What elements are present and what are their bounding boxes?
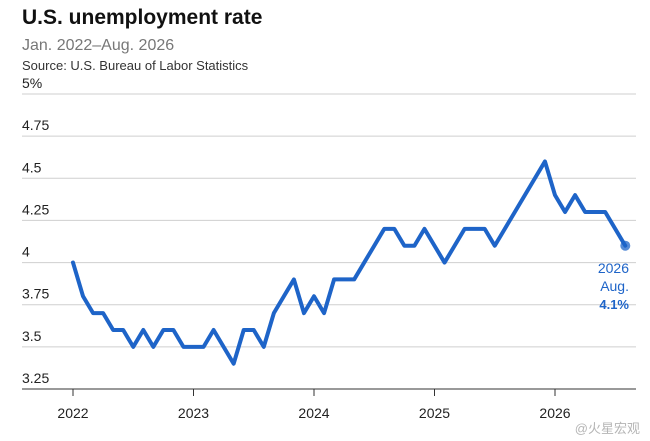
chart-title: U.S. unemployment rate — [22, 6, 263, 29]
chart-source: Source: U.S. Bureau of Labor Statistics — [22, 58, 249, 73]
x-tick-label: 2025 — [419, 405, 450, 421]
x-tick-label: 2022 — [57, 405, 88, 421]
y-tick-label: 4.75 — [22, 117, 49, 133]
end-annotation: 2026 Aug. 4.1% — [598, 260, 630, 312]
y-tick-label: 4.25 — [22, 201, 49, 217]
end-label-value: 4.1% — [599, 297, 629, 312]
y-tick-label: 4 — [22, 244, 30, 260]
y-tick-label: 3.5 — [22, 328, 42, 344]
x-tick-label: 2024 — [298, 405, 329, 421]
end-label-month: Aug. — [600, 278, 629, 294]
x-tick-label: 2026 — [539, 405, 570, 421]
x-tick-label: 2023 — [178, 405, 209, 421]
y-tick-label: 4.5 — [22, 159, 42, 175]
chart-subtitle: Jan. 2022–Aug. 2026 — [22, 37, 175, 54]
end-point-marker — [620, 240, 631, 251]
series-layer — [71, 159, 631, 366]
y-tick-label: 3.25 — [22, 370, 49, 386]
y-tick-label: 3.75 — [22, 286, 49, 302]
grid-layer — [22, 93, 636, 348]
end-label-year: 2026 — [598, 260, 629, 276]
y-tick-labels: 5% 4.75 4.5 4.25 4 3.75 3.5 3.25 — [22, 75, 49, 386]
x-axis: 2022 2023 2024 2025 2026 — [22, 388, 636, 421]
unemployment-rate-line — [71, 159, 628, 366]
watermark: @火星宏观 — [574, 421, 640, 436]
y-tick-label: 5% — [22, 75, 42, 91]
